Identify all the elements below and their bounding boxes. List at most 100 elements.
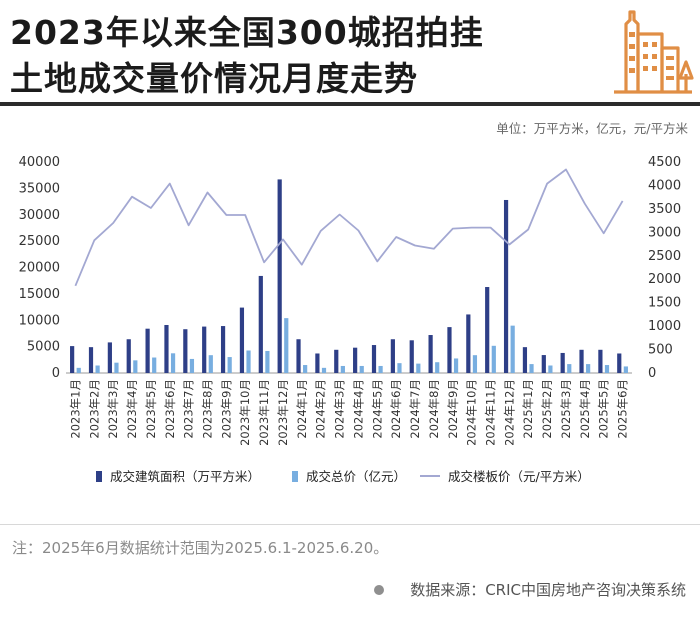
total-price-bar bbox=[453, 358, 459, 373]
x-tick-label: 2023年7月 bbox=[182, 379, 196, 439]
bar-series-layer bbox=[70, 179, 628, 373]
left-tick-label: 35000 bbox=[19, 181, 60, 196]
area-bar bbox=[617, 353, 622, 373]
area-bar bbox=[371, 345, 377, 373]
x-tick-label: 2024年3月 bbox=[333, 379, 347, 439]
buildings-icon bbox=[614, 10, 694, 94]
x-tick-label: 2023年11月 bbox=[257, 379, 271, 446]
total-price-bar bbox=[378, 365, 383, 373]
x-tick-label: 2025年5月 bbox=[597, 379, 611, 439]
title-divider bbox=[0, 102, 700, 106]
total-price-bar bbox=[510, 325, 515, 373]
total-price-bar bbox=[435, 362, 440, 373]
bullet-dot-icon bbox=[374, 584, 385, 595]
area-bar bbox=[409, 340, 414, 373]
area-bar bbox=[70, 346, 75, 373]
left-tick-label: 10000 bbox=[19, 313, 60, 328]
left-tick-label: 25000 bbox=[19, 234, 60, 249]
area-bar bbox=[522, 347, 528, 373]
combo-chart: 0500010000150002000025000300003500040000… bbox=[19, 155, 681, 484]
x-tick-label: 2025年1月 bbox=[521, 379, 535, 439]
x-tick-label: 2024年8月 bbox=[427, 379, 441, 439]
total-price-bar bbox=[208, 355, 213, 373]
area-bar bbox=[428, 335, 433, 373]
total-price-bar bbox=[340, 365, 345, 373]
total-price-bar bbox=[76, 367, 81, 373]
area-bar bbox=[220, 326, 226, 373]
x-tick-label: 2025年4月 bbox=[578, 379, 592, 439]
total-price-bar bbox=[416, 363, 421, 373]
total-price-bar bbox=[586, 364, 591, 373]
total-price-bar bbox=[567, 364, 572, 373]
total-price-bar bbox=[170, 353, 176, 373]
right-tick-label: 3500 bbox=[648, 202, 681, 217]
x-tick-label: 2023年4月 bbox=[125, 379, 139, 439]
area-bar bbox=[88, 347, 94, 373]
x-tick-label: 2024年9月 bbox=[446, 379, 460, 439]
x-tick-label: 2024年6月 bbox=[389, 379, 403, 439]
x-tick-label: 2023年3月 bbox=[106, 379, 120, 439]
area-bar bbox=[202, 326, 207, 373]
total-price-bar bbox=[95, 365, 100, 373]
total-price-bar bbox=[284, 318, 289, 373]
total-price-bar bbox=[133, 360, 138, 373]
right-tick-label: 1500 bbox=[648, 296, 681, 311]
x-tick-label: 2023年5月 bbox=[144, 379, 158, 439]
legend-total-label: 成交总价（亿元） bbox=[306, 469, 406, 484]
area-bar bbox=[579, 349, 584, 373]
left-tick-label: 15000 bbox=[19, 287, 60, 302]
total-price-bar bbox=[114, 362, 119, 373]
area-bar bbox=[183, 329, 188, 373]
area-bar bbox=[239, 307, 245, 373]
area-bar bbox=[296, 339, 301, 373]
area-bar bbox=[277, 179, 282, 373]
area-bar bbox=[485, 287, 490, 373]
total-price-bar bbox=[227, 357, 232, 373]
x-tick-label: 2024年7月 bbox=[408, 379, 422, 439]
total-price-bar bbox=[397, 363, 402, 373]
x-tick-label: 2023年8月 bbox=[201, 379, 215, 439]
area-bar bbox=[107, 342, 112, 373]
area-bar bbox=[390, 339, 395, 373]
right-tick-label: 0 bbox=[648, 366, 656, 381]
area-bar bbox=[447, 327, 452, 373]
x-tick-label: 2025年3月 bbox=[559, 379, 573, 439]
unit-label: 单位：万平方米，亿元，元/平方米 bbox=[496, 121, 688, 136]
total-price-bar bbox=[604, 365, 610, 373]
area-bar bbox=[598, 349, 603, 373]
line-series-layer bbox=[74, 168, 624, 287]
right-tick-label: 2500 bbox=[648, 249, 681, 264]
area-bar bbox=[560, 352, 565, 373]
left-tick-label: 30000 bbox=[19, 208, 60, 223]
left-y-axis: 0 5000 10000 15000 20000 25000 30000 35000 40000 bbox=[19, 155, 60, 381]
total-price-bar bbox=[321, 367, 327, 373]
right-tick-label: 3000 bbox=[648, 225, 681, 240]
chart-legend: 成交建筑面积（万平方米） 成交总价（亿元） 成交楼板价（元/平方米） bbox=[96, 469, 590, 484]
x-tick-label: 2023年1月 bbox=[68, 379, 82, 439]
left-tick-label: 40000 bbox=[19, 155, 60, 170]
x-tick-label: 2023年9月 bbox=[219, 379, 233, 439]
legend-total-swatch bbox=[292, 471, 298, 482]
right-tick-label: 4500 bbox=[648, 155, 681, 170]
x-tick-label: 2024年1月 bbox=[295, 379, 309, 439]
legend-area-swatch bbox=[96, 471, 102, 482]
footer-divider bbox=[0, 524, 700, 525]
source-text: 数据来源：CRIC中国房地产咨询决策系统 bbox=[410, 581, 686, 599]
total-price-bar bbox=[623, 366, 628, 373]
x-tick-label: 2024年10月 bbox=[465, 379, 479, 446]
total-price-bar bbox=[152, 357, 157, 373]
left-tick-label: 20000 bbox=[19, 261, 60, 276]
x-axis: 2023年1月 2023年2月 2023年3月 2023年4月 2023年5月 2023年… bbox=[68, 379, 629, 446]
total-price-bar bbox=[246, 350, 251, 373]
page-title-line-1: 2023年以来全国300城招拍挂 bbox=[10, 13, 484, 52]
total-price-bar bbox=[548, 365, 553, 373]
total-price-bar bbox=[359, 365, 364, 373]
legend-price-label: 成交楼板价（元/平方米） bbox=[448, 469, 590, 484]
area-bar bbox=[164, 324, 169, 373]
page-title-line-2: 土地成交量价情况月度走势 bbox=[10, 59, 418, 98]
right-tick-label: 4000 bbox=[648, 178, 681, 193]
total-price-bar bbox=[472, 355, 478, 373]
area-bar bbox=[126, 339, 131, 373]
right-tick-label: 500 bbox=[648, 343, 673, 358]
right-tick-label: 2000 bbox=[648, 272, 681, 287]
